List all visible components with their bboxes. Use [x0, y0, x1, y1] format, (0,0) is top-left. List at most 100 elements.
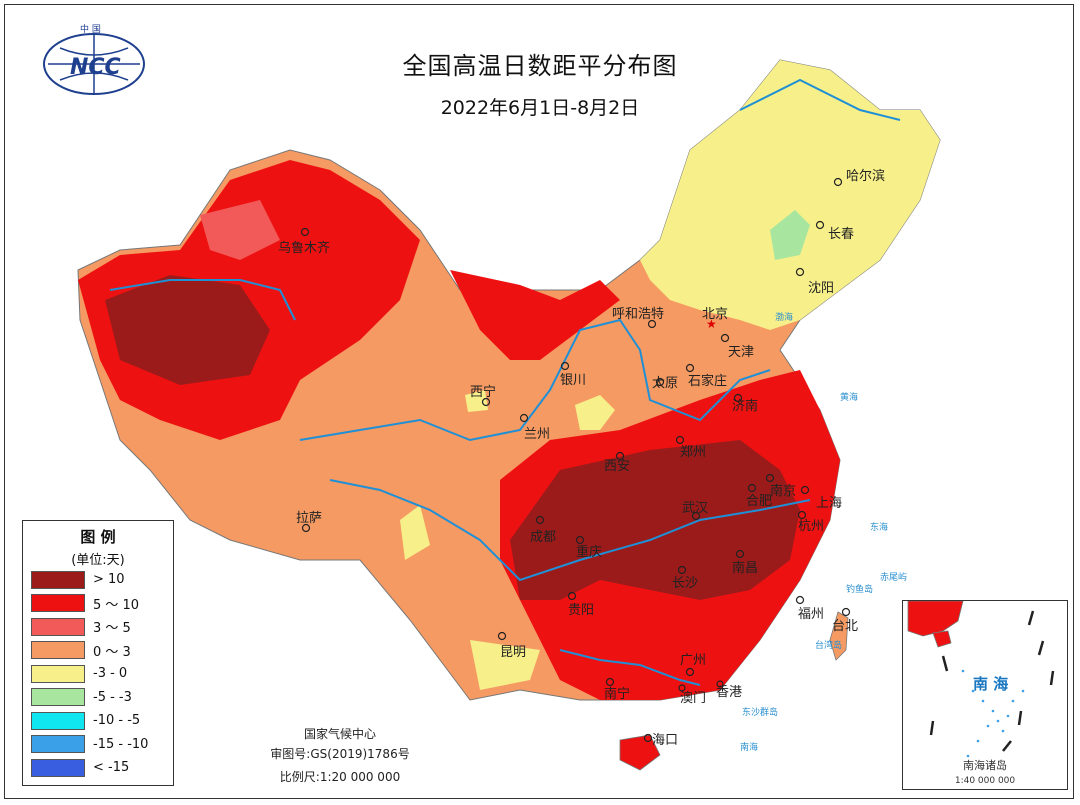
svg-text:广州: 广州 — [680, 653, 706, 668]
map-frame — [4, 4, 1074, 799]
svg-text:太原: 太原 — [652, 376, 678, 391]
legend-item: -10 - -5 — [31, 709, 173, 733]
credit-org: 国家气候中心 — [303, 727, 376, 741]
legend-swatch — [31, 641, 85, 660]
svg-text:呼和浩特: 呼和浩特 — [612, 307, 664, 322]
sea-label-yellow: 黄海 — [840, 391, 858, 403]
svg-text:福州: 福州 — [798, 607, 824, 622]
city-tianjin: 天津 — [720, 333, 754, 360]
svg-text:NCC: NCC — [70, 55, 121, 80]
svg-text:南昌: 南昌 — [732, 560, 758, 576]
svg-text:沈阳: 沈阳 — [808, 281, 834, 296]
svg-text:郑州: 郑州 — [680, 445, 706, 460]
region-xj-light — [200, 200, 280, 260]
svg-text:上海: 上海 — [816, 496, 842, 511]
city-shenyang: 沈阳 — [795, 267, 834, 296]
svg-text:重庆: 重庆 — [576, 544, 602, 560]
city-hangzhou: 杭州 — [797, 510, 824, 534]
city-harbin: 哈尔滨 — [833, 168, 885, 187]
city-nanchang: 南昌 — [732, 549, 758, 576]
city-shanghai: 上海 — [800, 485, 842, 511]
sea-label-chiwei: 赤尾屿 — [880, 572, 907, 583]
sea-label-south: 南海 — [740, 741, 758, 753]
svg-text:长沙: 长沙 — [672, 576, 698, 591]
city-guangzhou: 广州 — [680, 653, 706, 677]
svg-text:武汉: 武汉 — [682, 501, 708, 516]
svg-text:石家庄: 石家庄 — [688, 373, 727, 389]
svg-text:拉萨: 拉萨 — [296, 511, 322, 526]
city-hongkong: 香港 — [716, 680, 742, 700]
legend-rows: > 10 5 ～ 10 3 ～ 5 0 ～ 3 -3 - 0 -5 - -3 -10 - -… — [23, 568, 173, 780]
city-lhasa: 拉萨 — [296, 511, 322, 533]
city-markers: 乌鲁木齐 哈尔滨 长春 沈阳 呼和浩特 ★北京 天津 石家庄 太原 银川 西宁 … — [278, 168, 885, 748]
region-yellow-1 — [575, 395, 615, 430]
legend-swatch — [31, 735, 85, 754]
legend-label: -5 - -3 — [93, 689, 132, 705]
svg-text:台北: 台北 — [832, 619, 858, 634]
city-hefei: 合肥 — [746, 483, 772, 509]
sea-label-dongsha: 东沙群岛 — [742, 706, 778, 718]
map-title: 全国高温日数距平分布图 — [402, 52, 678, 80]
city-changsha: 长沙 — [672, 565, 698, 591]
city-yinchuan: 银川 — [560, 361, 586, 388]
legend-item: -3 - 0 — [31, 662, 173, 686]
svg-text:西安: 西安 — [604, 459, 630, 474]
city-urumqi: 乌鲁木齐 — [278, 227, 330, 256]
city-wuhan: 武汉 — [682, 501, 708, 521]
svg-text:南京: 南京 — [770, 483, 796, 499]
legend-swatch — [31, 594, 85, 613]
region-ne-green — [770, 210, 810, 260]
city-changchun: 长春 — [815, 220, 854, 242]
svg-text:兰州: 兰州 — [524, 427, 550, 442]
inset-scale: 1:40 000 000 — [954, 776, 1016, 786]
city-kunming: 昆明 — [497, 631, 526, 660]
svg-text:银川: 银川 — [560, 373, 586, 388]
legend-unit: (单位:天) — [71, 553, 125, 568]
svg-text:济南: 济南 — [732, 398, 758, 414]
region-yellow-3 — [400, 505, 430, 560]
city-lanzhou: 兰州 — [519, 413, 550, 442]
region-ne-yellow — [640, 60, 940, 330]
region-taiwan — [829, 611, 849, 661]
legend-item: 3 ～ 5 — [31, 615, 173, 639]
map-legend: 图 例 (单位:天) > 10 5 ～ 10 3 ～ 5 0 ～ 3 -3 - 0 -5 … — [22, 520, 174, 786]
region-im-red — [450, 270, 620, 360]
sea-label-east: 东海 — [870, 521, 888, 533]
city-haikou: 海口 — [643, 733, 678, 748]
city-nanning: 南宁 — [604, 677, 630, 702]
svg-text:合肥: 合肥 — [746, 494, 772, 509]
legend-label: -10 - -5 — [93, 713, 141, 729]
legend-swatch — [31, 617, 85, 636]
legend-swatch — [31, 711, 85, 730]
svg-text:中 国: 中 国 — [80, 23, 101, 35]
legend-label: 5 ～ 10 — [93, 597, 140, 613]
credit-scale: 比例尺:1:20 000 000 — [279, 770, 401, 784]
svg-text:成都: 成都 — [530, 530, 556, 545]
river-tarim — [109, 279, 296, 321]
credit-approval: 审图号:GS(2019)1786号 — [270, 747, 410, 761]
svg-text:杭州: 杭州 — [798, 519, 824, 534]
inset-sea-label: 南 海 — [973, 675, 1009, 693]
legend-item: > 10 — [31, 568, 173, 592]
city-xining: 西宁 — [470, 384, 496, 407]
city-nanjing: 南京 — [765, 473, 796, 499]
svg-text:哈尔滨: 哈尔滨 — [846, 168, 885, 184]
legend-label: -3 - 0 — [93, 666, 128, 682]
legend-item: -15 - -10 — [31, 733, 173, 757]
city-guiyang: 贵阳 — [567, 591, 594, 618]
south-china-sea-inset: 南 海 南海诸岛 1:40 000 000 — [902, 600, 1068, 790]
city-fuzhou: 福州 — [795, 595, 824, 622]
svg-text:乌鲁木齐: 乌鲁木齐 — [278, 240, 330, 256]
sea-label-bohai: 渤海 — [775, 311, 793, 323]
legend-swatch — [31, 758, 85, 777]
sea-label-taiwan-island: 台湾岛 — [815, 639, 842, 651]
city-macau: 澳门 — [678, 684, 706, 706]
city-shijiazhuang: 石家庄 — [685, 363, 727, 389]
river-pearl — [559, 649, 701, 686]
svg-text:西宁: 西宁 — [470, 384, 496, 400]
legend-label: 0 ～ 3 — [93, 644, 131, 660]
legend-swatch — [31, 688, 85, 707]
city-taibei: 台北 — [832, 607, 858, 634]
region-yellow-2 — [465, 390, 488, 412]
